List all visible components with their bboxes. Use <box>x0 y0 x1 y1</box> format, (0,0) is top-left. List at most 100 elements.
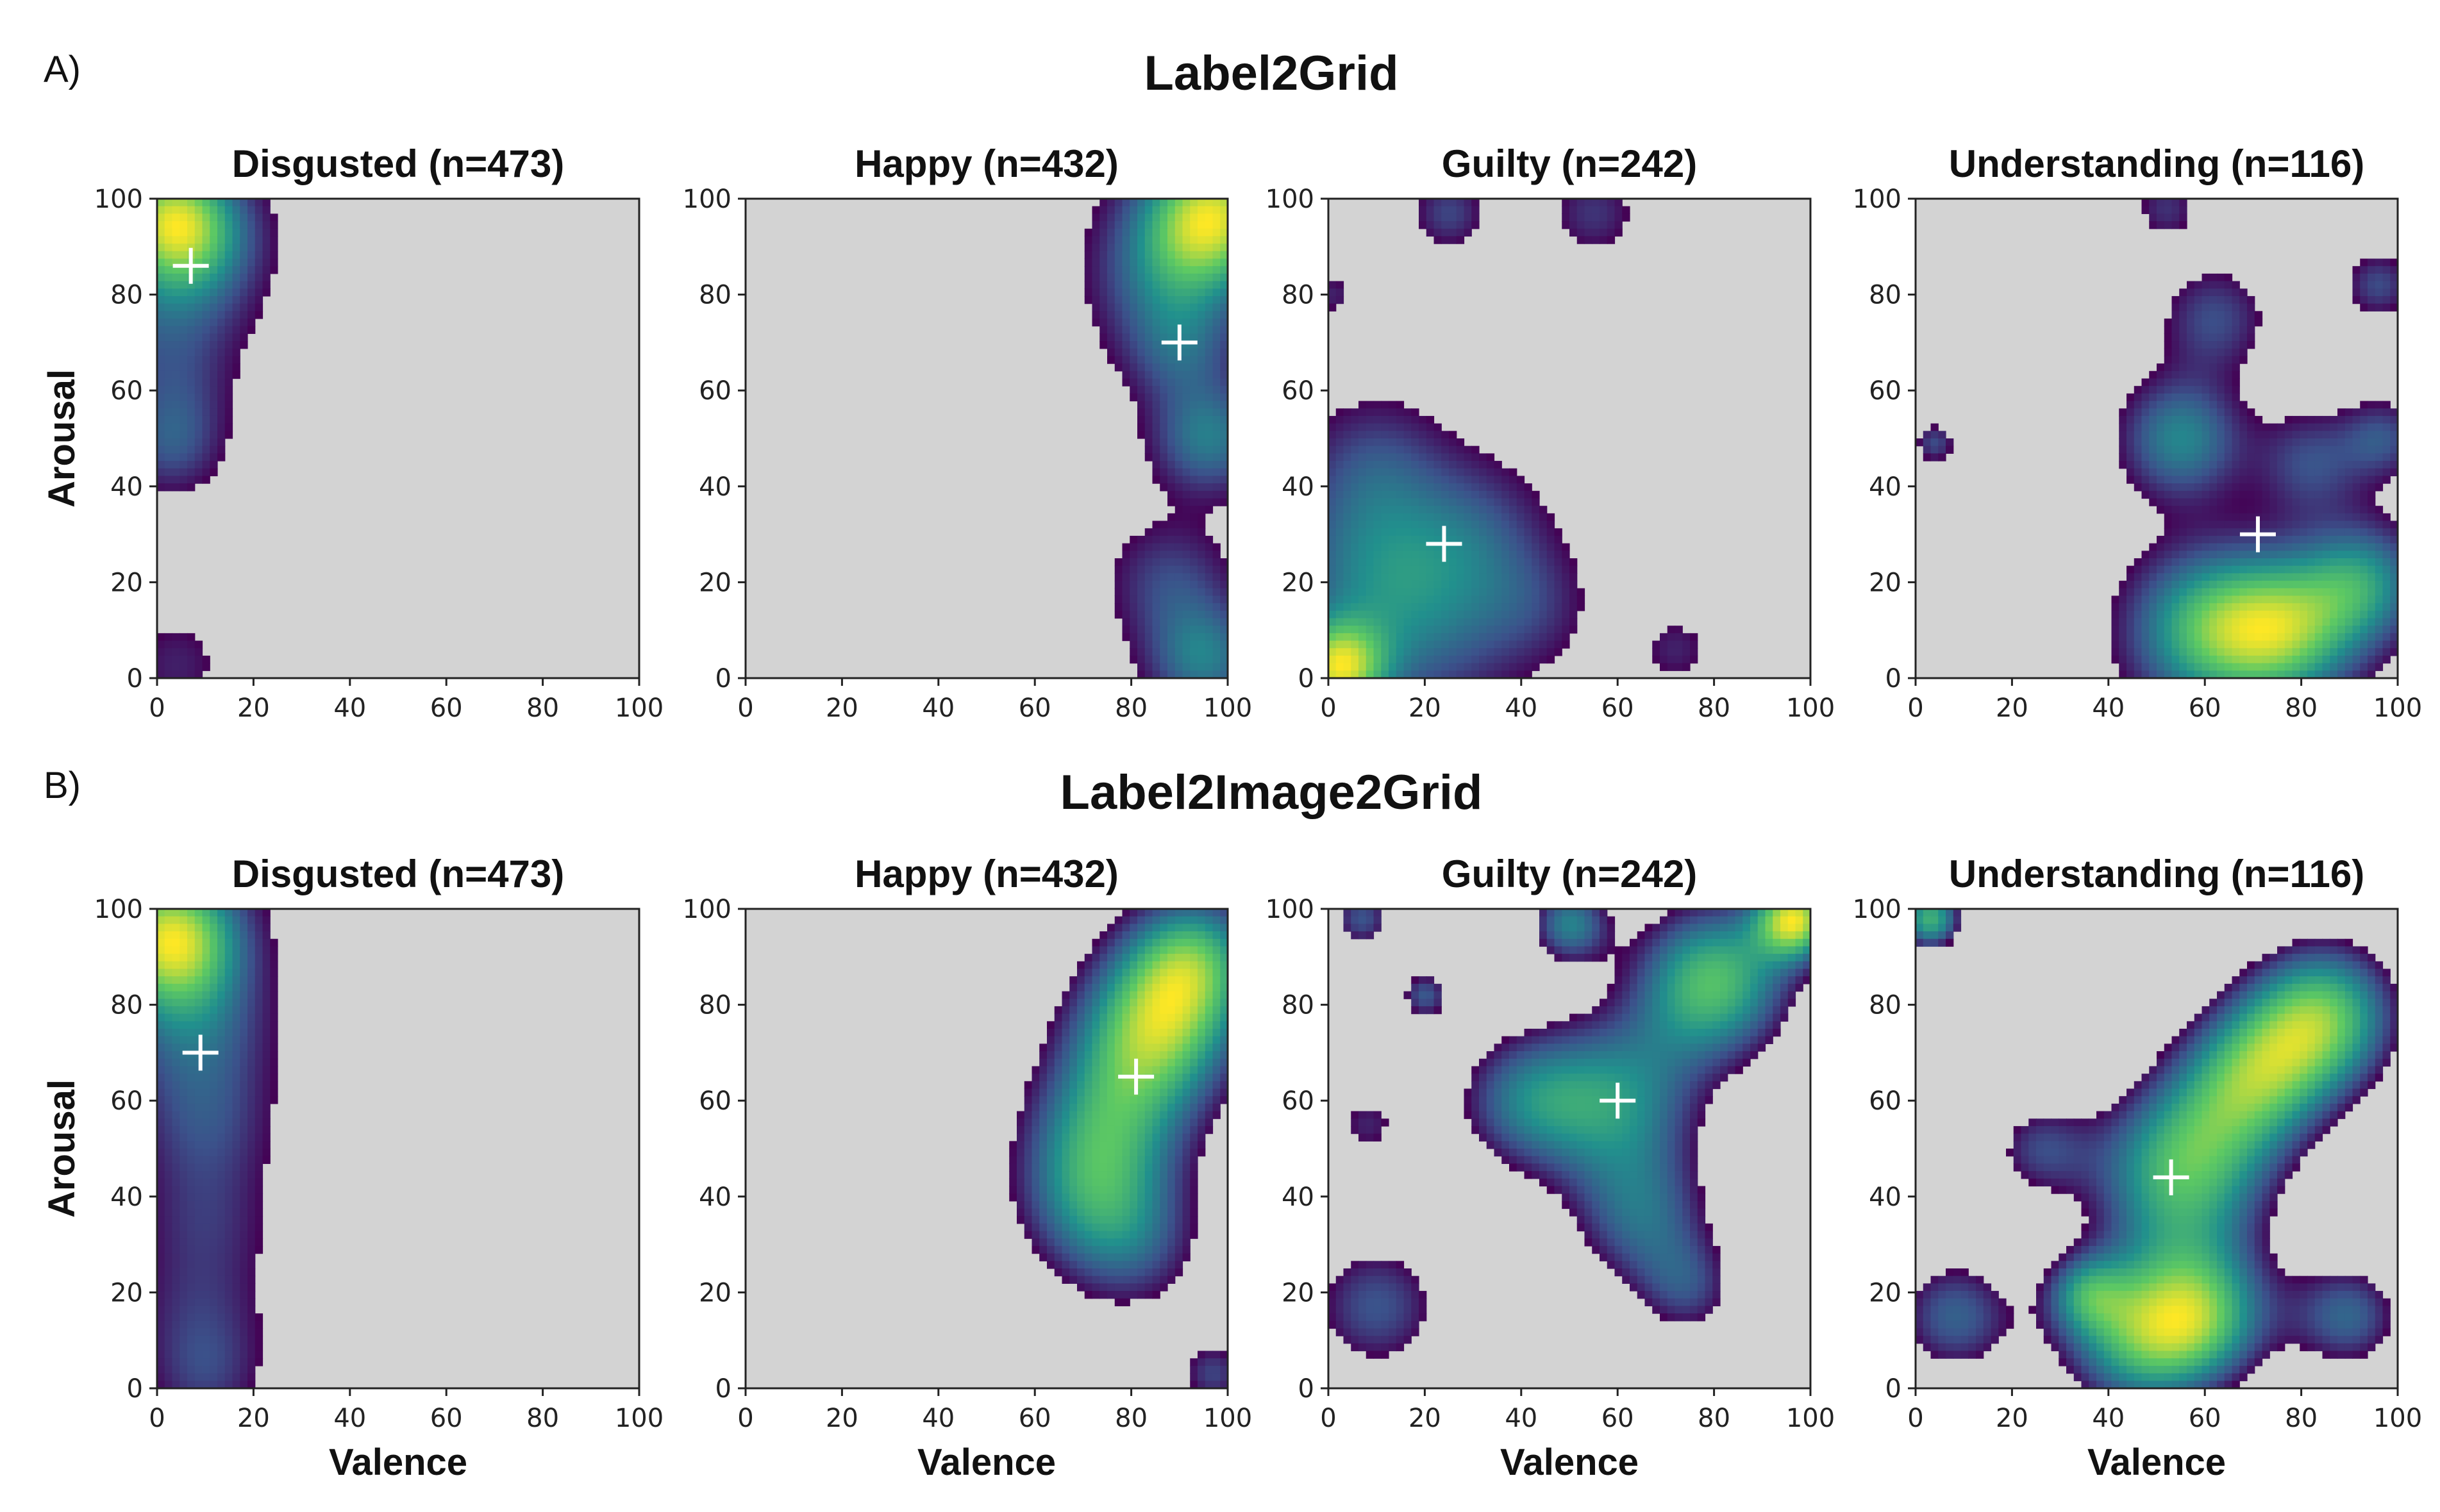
heatmap-cell <box>1335 595 1344 604</box>
heatmap-cell <box>202 415 210 424</box>
heatmap-cell <box>1403 468 1412 477</box>
heatmap-cell <box>2187 663 2195 671</box>
y-tick-label: 60 <box>699 376 731 406</box>
heatmap-cell <box>1396 483 1405 492</box>
heatmap-cell <box>1471 610 1480 619</box>
heatmap-cell <box>164 648 173 656</box>
heatmap-cell <box>2292 431 2300 439</box>
heatmap-cell <box>1532 543 1540 551</box>
heatmap-cell <box>1137 423 1146 431</box>
heatmap-cell <box>2254 626 2263 634</box>
heatmap-cell <box>1152 356 1160 364</box>
heatmap-cell <box>1366 483 1375 492</box>
heatmap-cell <box>1426 221 1435 229</box>
heatmap-cell <box>2368 618 2376 626</box>
heatmap-cell <box>2179 476 2187 484</box>
heatmap-cell <box>1351 633 1359 642</box>
heatmap-cell <box>2134 670 2143 679</box>
heatmap-cell <box>164 983 173 992</box>
heatmap-cell <box>187 968 196 977</box>
heatmap-cell <box>255 1051 263 1059</box>
heatmap-cell <box>1389 408 1397 417</box>
heatmap-cell <box>1569 595 1578 604</box>
heatmap-cell <box>224 1216 233 1224</box>
heatmap-cell <box>1130 595 1138 604</box>
heatmap-cell <box>2149 378 2157 386</box>
heatmap-cell <box>172 468 180 477</box>
heatmap-cell <box>2194 535 2203 544</box>
heatmap-cell <box>2209 633 2218 642</box>
heatmap-cell <box>1160 551 1168 559</box>
heatmap-cell <box>255 1058 263 1067</box>
heatmap-cell <box>1441 603 1450 611</box>
heatmap-cell <box>2284 551 2293 559</box>
heatmap-cell <box>1174 565 1183 574</box>
heatmap-cell <box>2224 468 2233 477</box>
heatmap-cell <box>164 468 173 477</box>
heatmap-cell <box>194 1245 203 1254</box>
heatmap-cell <box>2171 483 2180 492</box>
heatmap-cell <box>210 1006 218 1015</box>
heatmap-cell <box>2239 655 2248 664</box>
heatmap-cell <box>232 1216 240 1224</box>
heatmap-cell <box>2224 319 2233 327</box>
heatmap-cell <box>1479 595 1487 604</box>
heatmap-cell <box>217 1006 226 1015</box>
heatmap-cell <box>1198 588 1206 597</box>
heatmap-cell <box>1335 603 1344 611</box>
heatmap-cell <box>2171 199 2180 207</box>
heatmap-cell <box>1167 356 1176 364</box>
heatmap-cell <box>164 445 173 454</box>
heatmap-cell <box>164 924 173 932</box>
heatmap-cell <box>2179 543 2187 551</box>
heatmap-cell <box>2187 401 2195 409</box>
heatmap-cell <box>187 648 196 656</box>
heatmap-cell <box>1366 618 1375 626</box>
heatmap-cell <box>1190 258 1198 267</box>
heatmap-cell <box>1389 588 1397 597</box>
heatmap-cell <box>224 1253 233 1261</box>
heatmap-cell <box>2232 453 2240 461</box>
heatmap-cell <box>1358 551 1367 559</box>
heatmap-cell <box>1433 438 1442 447</box>
heatmap-cell <box>2194 468 2203 477</box>
heatmap-cell <box>2149 199 2157 207</box>
heatmap-cell <box>1358 663 1367 671</box>
heatmap-cell <box>1190 573 1198 581</box>
heatmap-cell <box>1182 295 1191 304</box>
heatmap-cell <box>2368 573 2376 581</box>
heatmap-cell <box>217 273 226 282</box>
heatmap-cell <box>247 221 256 229</box>
heatmap-cell <box>2322 415 2330 424</box>
heatmap-cell <box>217 1096 226 1104</box>
heatmap-cell <box>1122 565 1130 574</box>
heatmap-cell <box>1456 490 1465 499</box>
heatmap-cell <box>2352 663 2361 671</box>
heatmap-cell <box>210 976 218 984</box>
heatmap-cell <box>1122 258 1130 267</box>
heatmap-cell <box>1144 370 1153 379</box>
heatmap-cell <box>2209 535 2218 544</box>
heatmap-cell <box>217 1088 226 1097</box>
heatmap-cell <box>1198 506 1206 514</box>
heatmap-cell <box>2300 588 2308 597</box>
heatmap-cell <box>1433 603 1442 611</box>
heatmap-cell <box>164 415 173 424</box>
heatmap-cell <box>1160 281 1168 289</box>
heatmap-cell <box>1160 213 1168 222</box>
heatmap-cell <box>1220 498 1228 506</box>
heatmap-cell <box>2368 303 2376 312</box>
heatmap-cell <box>1494 558 1502 567</box>
heatmap-cell <box>1212 348 1221 357</box>
heatmap-cell <box>1501 565 1510 574</box>
heatmap-cell <box>1107 356 1116 364</box>
heatmap-cell <box>2179 356 2187 364</box>
heatmap-cell <box>2314 588 2323 597</box>
heatmap-cell <box>2239 288 2248 297</box>
heatmap-cell <box>2194 453 2203 461</box>
heatmap-cell <box>157 991 165 999</box>
heatmap-cell <box>1205 663 1214 671</box>
heatmap-cell <box>232 348 240 357</box>
heatmap-cell <box>2217 281 2225 289</box>
heatmap-cell <box>1167 311 1176 319</box>
